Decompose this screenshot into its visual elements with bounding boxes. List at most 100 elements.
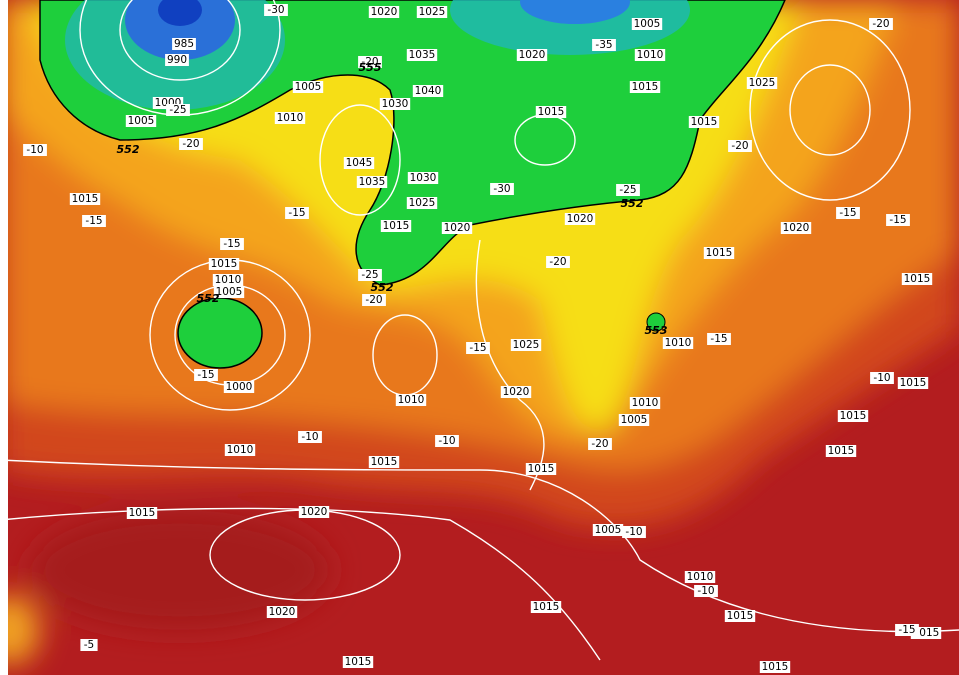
isobar-label: 1035: [409, 49, 436, 61]
temperature-label-box: [694, 585, 718, 597]
isobar-label-box: [406, 197, 438, 209]
temperature-label: -30: [267, 4, 284, 16]
isobar-label-box: [69, 193, 101, 205]
temperature-label: -15: [898, 624, 915, 636]
temperature-label: -20: [591, 438, 608, 450]
isobar-label: 1045: [346, 157, 373, 169]
isobar-label-box: [368, 456, 400, 468]
isobar-label: 1020: [371, 6, 398, 18]
temperature-label-box: [707, 333, 731, 345]
temperature-label: -20: [731, 140, 748, 152]
isobar-label: 1015: [904, 273, 931, 285]
temperature-label: -20: [365, 294, 382, 306]
temperature-label-box: [466, 342, 490, 354]
isobar-label-box: [837, 410, 869, 422]
isobar-label-box: [292, 81, 324, 93]
isobar-label-box: [901, 273, 933, 285]
isobar-label: 1035: [359, 176, 386, 188]
temperature-label-box: [728, 140, 752, 152]
isobar-label-box: [395, 394, 427, 406]
isobar-label: 1015: [345, 656, 372, 668]
isobar-label: 1020: [301, 506, 328, 518]
height-label: 553: [645, 324, 668, 337]
isobar-label-box: [510, 339, 542, 351]
isobar-label-box: [629, 81, 661, 93]
height-label: 552: [117, 143, 140, 156]
isobar-label-box: [825, 445, 857, 457]
isobar-label: 1030: [410, 172, 437, 184]
temperature-label: -15: [469, 342, 486, 354]
isobar-label-box: [525, 463, 557, 475]
temperature-label-box: [358, 269, 382, 281]
temperature-label: -15: [85, 215, 102, 227]
isobar-label-box: [368, 6, 400, 18]
temperature-label: -10: [625, 526, 642, 538]
temperature-label: -15: [839, 207, 856, 219]
isobar-label-box: [342, 656, 374, 668]
isobar-label: 1040: [415, 85, 442, 97]
temperature-label-box: [886, 214, 910, 226]
isobar-label: 1020: [783, 222, 810, 234]
cold-air-mass: [39, 0, 786, 369]
temperature-label-box: [194, 369, 218, 381]
temperature-label-box: [622, 526, 646, 538]
isobar-label-box: [172, 38, 196, 50]
temperature-label: -10: [873, 372, 890, 384]
isobar-label-box: [759, 661, 791, 673]
temperature-label: -35: [595, 39, 612, 51]
isobar-label-box: [535, 106, 567, 118]
isobar-label-box: [266, 606, 298, 618]
isobar-label: 1000: [226, 381, 253, 393]
isobar-label: 1010: [215, 274, 242, 286]
isobar-label-box: [212, 274, 244, 286]
isobar-label-box: [703, 247, 735, 259]
isobar-label-box: [564, 213, 596, 225]
isobar-label-box: [897, 377, 929, 389]
isobar-label: 985: [174, 38, 194, 50]
isobar-label: 1010: [227, 444, 254, 456]
temperature-label-box: [592, 39, 616, 51]
isobar-label: 1010: [665, 337, 692, 349]
isobar-label-box: [274, 112, 306, 124]
isobar-label: 1010: [277, 112, 304, 124]
isobar-label: 1025: [409, 197, 436, 209]
isobar-label-box: [298, 506, 330, 518]
temperature-label-box: [836, 207, 860, 219]
temperature-label-box: [166, 104, 190, 116]
isobar-label: 1005: [295, 81, 322, 93]
isobar-label: 1010: [687, 571, 714, 583]
isobar-label: 1015: [129, 507, 156, 519]
isobar-label-box: [125, 115, 157, 127]
isobar-label-box: [412, 85, 444, 97]
isobar-label-box: [662, 337, 694, 349]
isobar-label-box: [416, 6, 448, 18]
temperature-label-box: [264, 4, 288, 16]
temperature-label-box: [179, 138, 203, 150]
temperature-label: -25: [361, 269, 378, 281]
isobar-label: 1015: [211, 258, 238, 270]
temperature-label: -10: [697, 585, 714, 597]
isobar-label: 1025: [513, 339, 540, 351]
temperature-label-box: [490, 183, 514, 195]
isobar-label: 1025: [419, 6, 446, 18]
isobar-label: 1015: [828, 445, 855, 457]
isobar-label: 990: [167, 54, 187, 66]
isobar-label: 1020: [567, 213, 594, 225]
temperature-label: -30: [493, 183, 510, 195]
temperature-label: -10: [26, 144, 43, 156]
isobar-label-box: [406, 49, 438, 61]
temperature-label: -20: [182, 138, 199, 150]
isobar-label: 1030: [382, 98, 409, 110]
temperature-label-box: [588, 438, 612, 450]
isobar-label-box: [688, 116, 720, 128]
isobar-label-box: [224, 444, 256, 456]
temperature-label-box: [870, 372, 894, 384]
temperature-label: -15: [223, 238, 240, 250]
isobar-label-box: [223, 381, 255, 393]
isobar-label: 1015: [727, 610, 754, 622]
isobar-label-box: [407, 172, 439, 184]
isobar-lines: [0, 0, 959, 661]
isobar-label: 1015: [632, 81, 659, 93]
